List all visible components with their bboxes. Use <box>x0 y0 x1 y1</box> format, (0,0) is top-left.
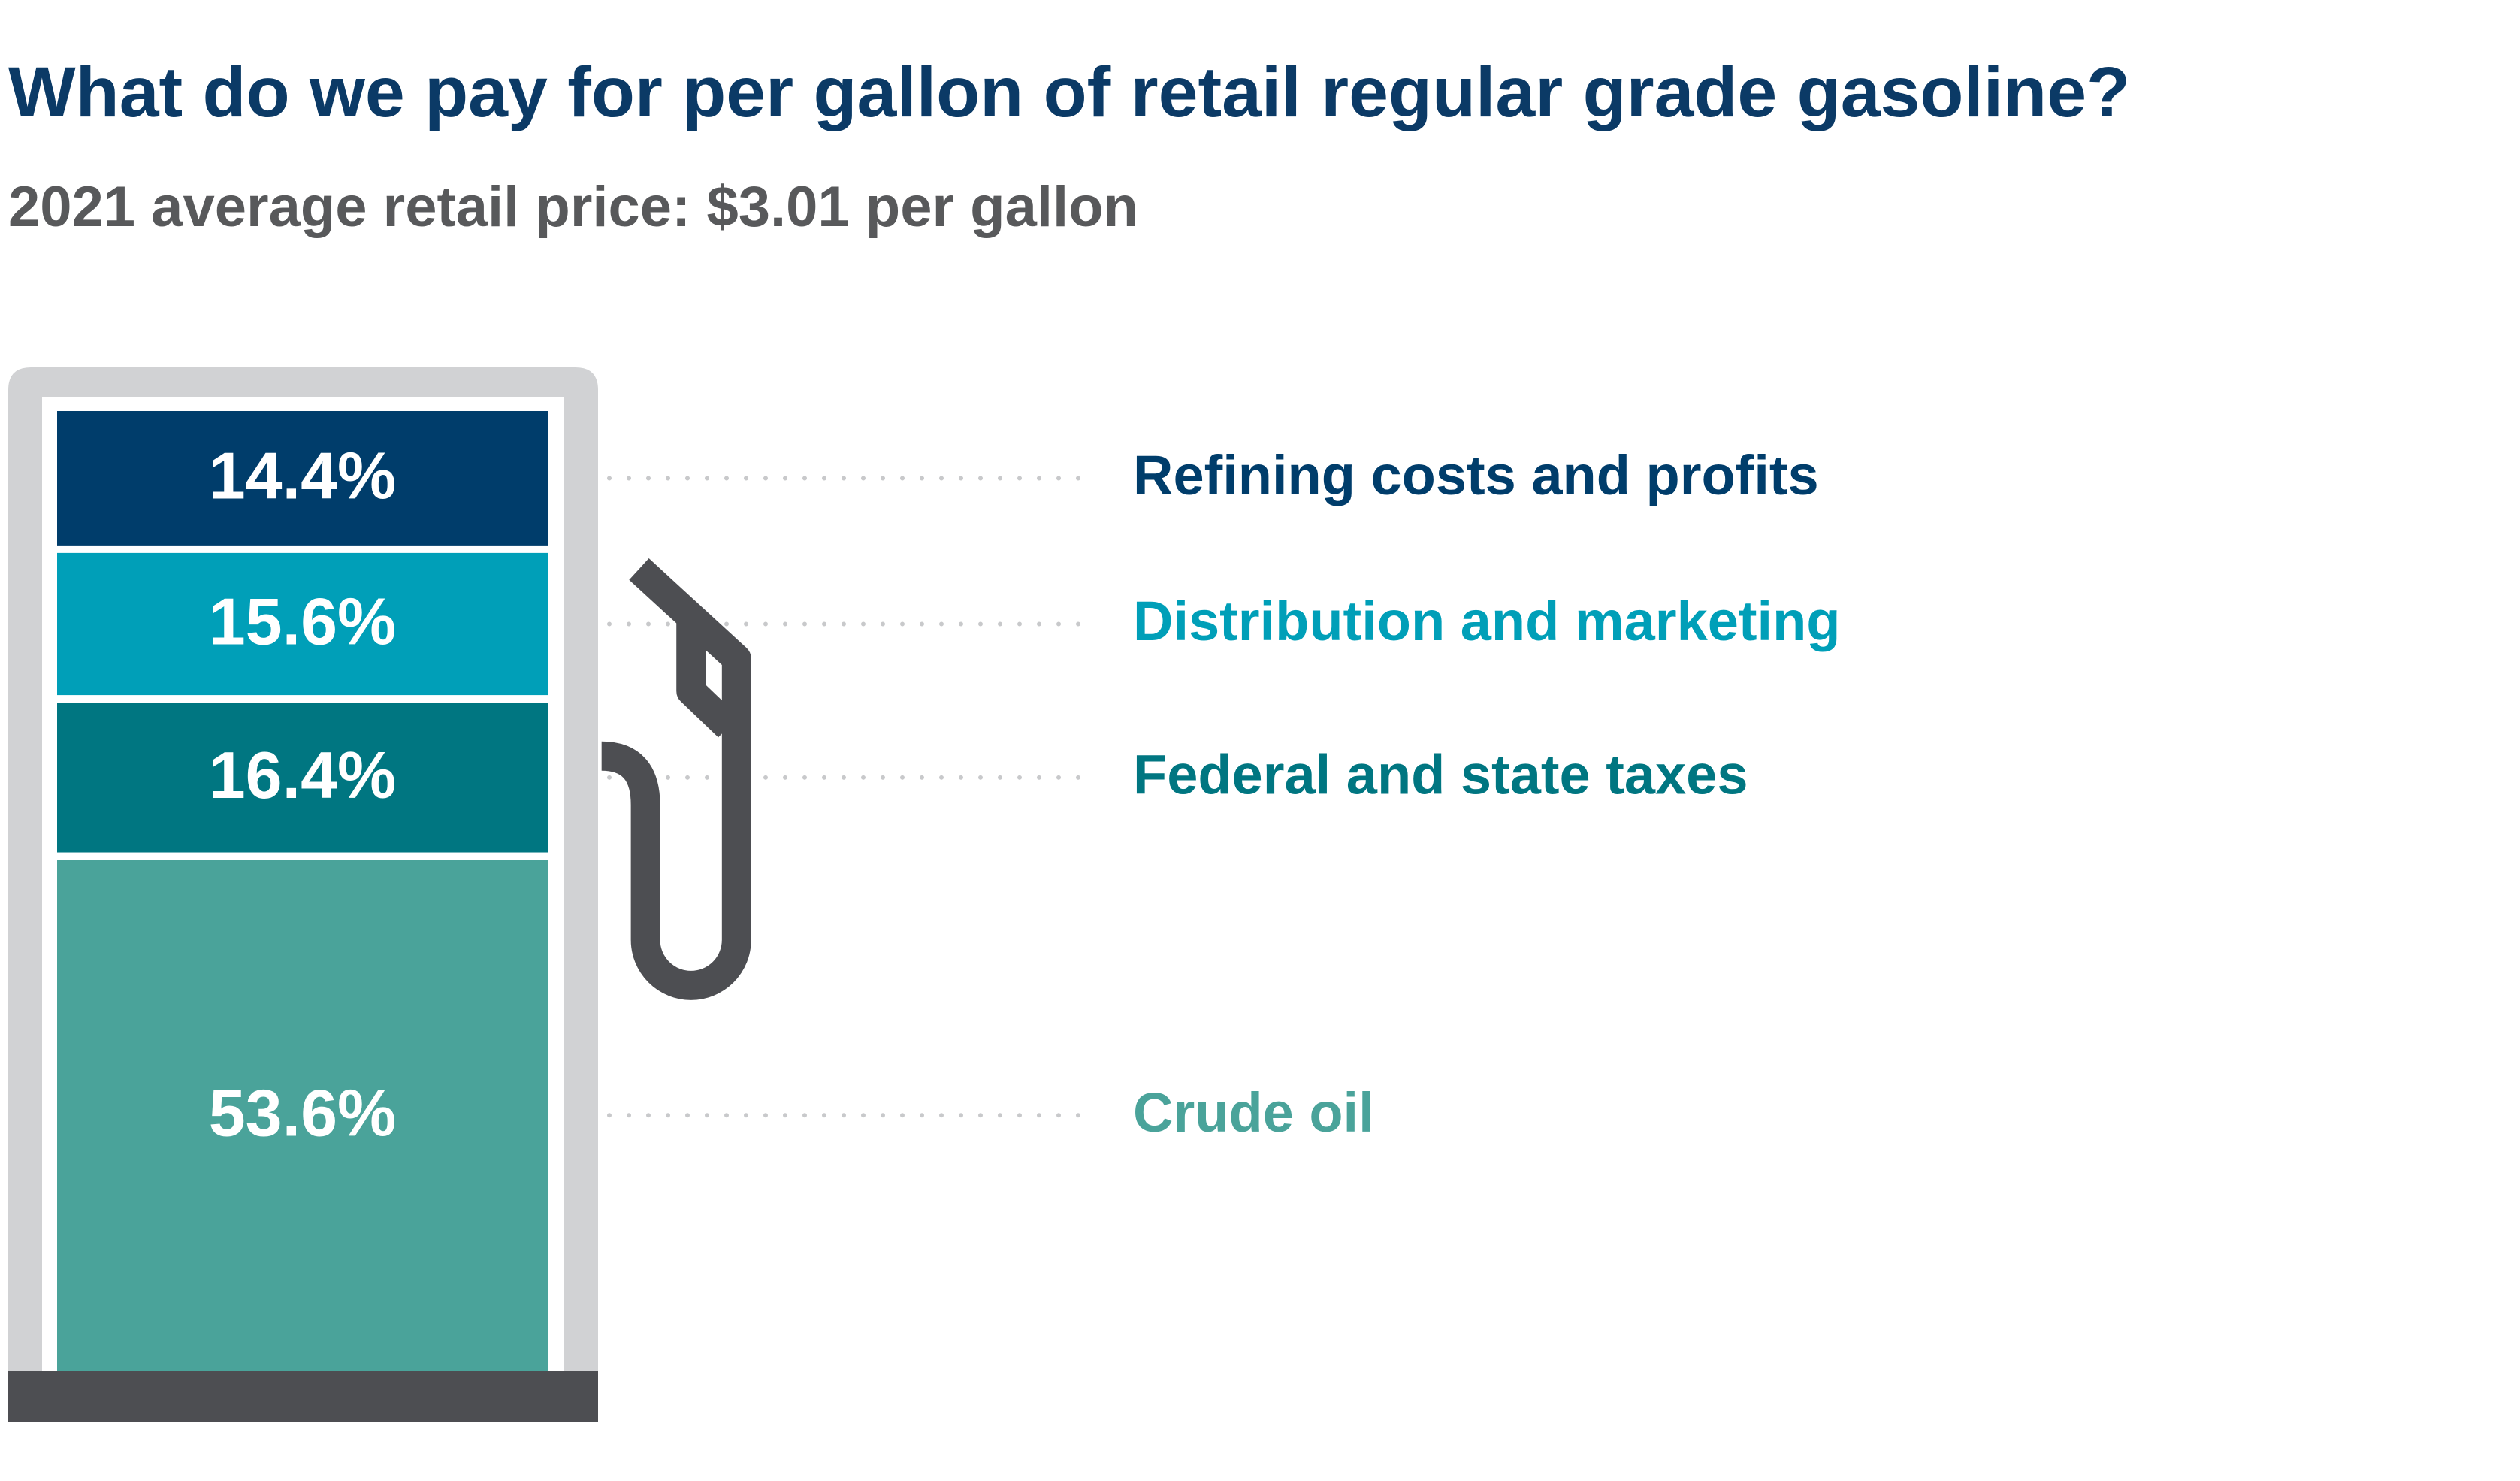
bar-segment <box>57 860 548 1371</box>
pump-nozzle <box>600 558 751 1000</box>
nozzle-handle <box>676 614 739 738</box>
bar-segment <box>57 552 548 696</box>
legend-label: Crude oil <box>1133 1081 1374 1144</box>
value-label: 15.6% <box>209 585 397 659</box>
legend-label: Distribution and marketing <box>1133 590 1841 652</box>
bar-segment <box>57 411 548 546</box>
chart-title: What do we pay for per gallon of retail … <box>8 53 2130 132</box>
chart-subtitle: 2021 average retail price: $3.01 per gal… <box>8 175 1138 239</box>
legend-label: Refining costs and profits <box>1133 444 1819 506</box>
value-label: 53.6% <box>209 1076 397 1150</box>
value-label: 14.4% <box>209 439 397 513</box>
nozzle-hose <box>600 558 751 1000</box>
value-label: 16.4% <box>209 738 397 812</box>
bar-segment <box>57 703 548 853</box>
pump-base <box>8 1371 598 1422</box>
legend-label: Federal and state taxes <box>1133 743 1748 805</box>
